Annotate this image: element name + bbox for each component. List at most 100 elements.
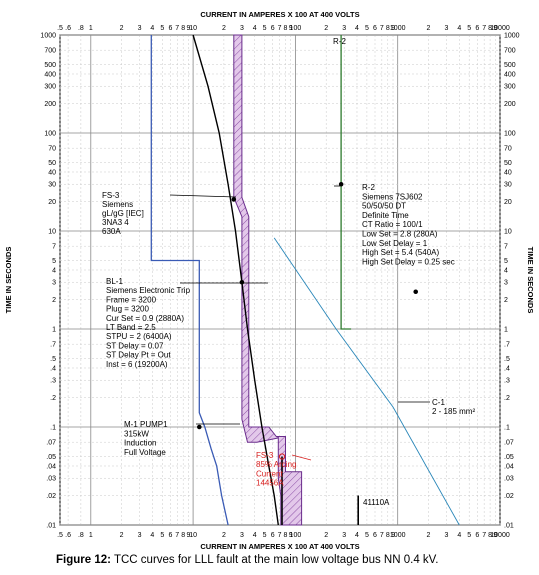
x-tick-label: 2 (427, 532, 431, 539)
x-tick-label: 7 (482, 25, 486, 32)
y-tick-labels-right: 1000 700 500 400 300 200 100 70 50 40 30 20 10 7 5 4 3 2 1… (504, 33, 520, 530)
x-axis-title-bottom: CURRENT IN AMPERES X 100 AT 400 VOLTS (200, 542, 359, 551)
y-tick-label: 5 (52, 258, 56, 265)
annotation-line: 3NA3 4 (102, 218, 129, 227)
series-bl1 (192, 34, 279, 526)
y-tick-label: 400 (44, 71, 56, 78)
y-tick-label: .1 (50, 425, 56, 432)
x-tick-label: 5 (263, 532, 267, 539)
annotation-point (413, 289, 419, 295)
series-r2 (340, 35, 352, 330)
x-tick-label: 100 (290, 25, 302, 32)
x-tick-label: 8 (488, 532, 492, 539)
y-tick-label: 200 (504, 101, 516, 108)
y-axis-title-right: TIME IN SECONDS (526, 247, 535, 314)
y-axis-title-left: TIME IN SECONDS (4, 247, 13, 314)
y-tick-label: .05 (46, 454, 56, 461)
x-tick-label: 9 (391, 25, 395, 32)
x-tick-label: 7 (278, 25, 282, 32)
y-tick-label: 1000 (40, 33, 56, 40)
y-tick-label: .2 (504, 395, 510, 402)
x-tick-label: 4 (355, 25, 359, 32)
x-tick-label: 3 (240, 25, 244, 32)
x-tick-label: 2 (120, 532, 124, 539)
annotation-line: 41110A (363, 498, 390, 507)
y-tick-label: 4 (52, 267, 56, 274)
annotation-line: Frame = 3200 (106, 295, 157, 304)
x-tick-label: 2 (324, 25, 328, 32)
annotation-line: BL-1 (106, 277, 123, 286)
x-tick-label: 9 (289, 25, 293, 32)
annotation-line: 85% Arcing (256, 460, 296, 469)
x-tick-label: 6 (271, 25, 275, 32)
x-tick-label: 8 (284, 532, 288, 539)
y-tick-label: 500 (44, 62, 56, 69)
annotation-line: STPU = 2 (6400A) (106, 332, 172, 341)
y-tick-label: 500 (504, 62, 516, 69)
y-tick-label: 7 (504, 244, 508, 251)
annotation-line: Siemens Electronic Trip (106, 286, 191, 295)
y-tick-label: 100 (504, 131, 516, 138)
x-tick-label: 4 (253, 25, 257, 32)
annotation-line: ST Delay = 0.07 (106, 341, 164, 350)
annotation-point (278, 453, 286, 460)
y-tick-label: 100 (44, 131, 56, 138)
y-tick-label: .07 (46, 440, 56, 447)
x-tick-label: 10000 (490, 532, 510, 539)
annotation-line: R-2 (362, 183, 375, 192)
x-tick-label: 3 (342, 532, 346, 539)
y-tick-label: 10 (504, 229, 512, 236)
x-tick-label: .6 (65, 25, 71, 32)
y-tick-label: .02 (504, 493, 514, 500)
annotation-line: FS-3 (256, 451, 274, 460)
y-tick-label: 70 (48, 146, 56, 153)
y-tick-label: 1000 (504, 33, 520, 40)
annotation-line: Induction (124, 439, 156, 448)
x-tick-label: 1000 (390, 532, 406, 539)
y-tick-label: 20 (504, 199, 512, 206)
y-tick-label: 70 (504, 146, 512, 153)
x-tick-label: 5 (467, 532, 471, 539)
y-tick-label: .04 (46, 463, 56, 470)
annotation-line: Full Voltage (124, 448, 166, 457)
annotation-point (338, 181, 344, 187)
annotation-line: Plug = 3200 (106, 305, 149, 314)
x-tick-label: 8 (181, 25, 185, 32)
annotation-line: Siemens 7SJ602 (362, 192, 423, 201)
x-tick-label: .6 (65, 532, 71, 539)
x-tick-label: 5 (160, 532, 164, 539)
annotation-line: 315kW (124, 429, 149, 438)
annotation-line: R-2 (333, 37, 346, 46)
y-tick-label: .1 (504, 425, 510, 432)
x-tick-label: 9 (289, 532, 293, 539)
x-tick-label: 2 (222, 25, 226, 32)
y-tick-label: 300 (504, 84, 516, 91)
annotation-point (231, 197, 237, 202)
series-m1 (150, 35, 229, 526)
y-tick-label: 4 (504, 267, 508, 274)
x-tick-label: 4 (253, 532, 257, 539)
annotation-line: Low Set Delay = 1 (362, 239, 428, 248)
x-tick-label: 8 (488, 25, 492, 32)
annotation-line: Low Set = 2.8 (280A) (362, 230, 438, 239)
x-tick-label: 8 (386, 532, 390, 539)
annotation-line: 630A (102, 227, 121, 236)
annotation-line: 50/50/50 DT (362, 202, 406, 211)
x-tick-label: 1 (89, 25, 93, 32)
y-tick-label: 400 (504, 71, 516, 78)
y-tick-label: 200 (44, 101, 56, 108)
y-tick-label: .5 (504, 356, 510, 363)
x-tick-label: 6 (271, 532, 275, 539)
annotation-line: LT Band = 2.5 (106, 323, 156, 332)
x-tick-label: 6 (168, 25, 172, 32)
series-c1 (273, 237, 460, 526)
x-tick-label: 2 (427, 25, 431, 32)
y-tick-label: 50 (504, 160, 512, 167)
annotation-line: CT Ratio = 100/1 (362, 220, 423, 229)
x-tick-label: 7 (175, 25, 179, 32)
x-tick-label: 3 (445, 532, 449, 539)
